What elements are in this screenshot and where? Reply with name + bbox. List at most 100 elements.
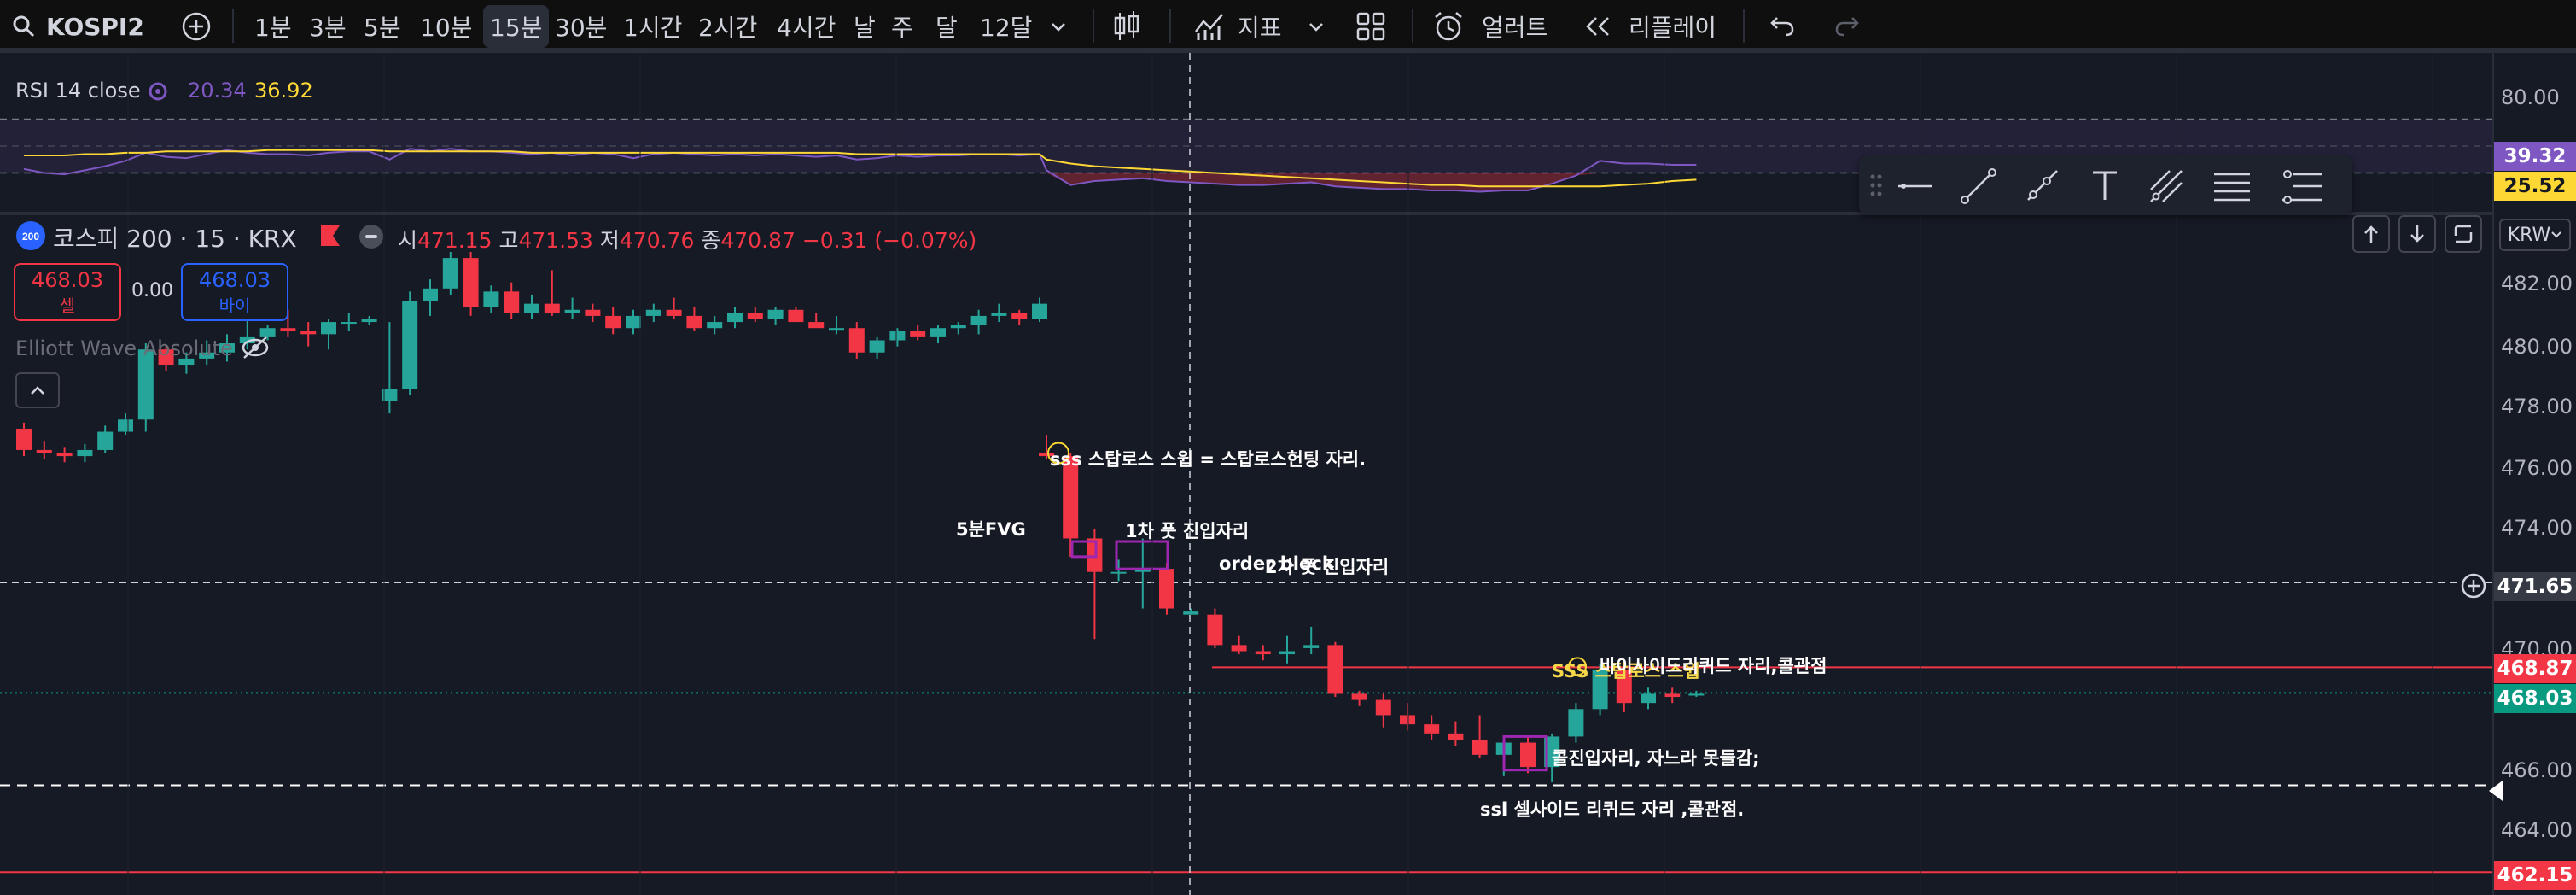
candle-body: [402, 301, 418, 389]
candle-body: [423, 288, 438, 301]
candle-body: [1351, 693, 1367, 700]
eye-off-icon[interactable]: [241, 335, 270, 364]
timeframe-11[interactable]: 달: [935, 14, 958, 42]
candle-body: [158, 349, 174, 366]
indicators-button[interactable]: 지표: [1238, 14, 1282, 42]
close-value: 470.87: [720, 228, 796, 253]
annotation-second-put-entry[interactable]: 2차 풋 진입자리: [1265, 557, 1390, 577]
call-entry-box: [1502, 734, 1548, 772]
chevron-down-icon[interactable]: [1048, 0, 1069, 53]
candle-body: [1207, 614, 1223, 646]
horizontal-line-icon[interactable]: [1897, 169, 1934, 207]
annotation-buyside-liquidity[interactable]: 바이사이드리퀴드 자리,콜관점: [1600, 656, 1827, 676]
timeframe-8[interactable]: 4시간: [777, 14, 836, 42]
collapse-legend-button[interactable]: [15, 372, 60, 408]
rsi-axis-label: 80.00: [2501, 85, 2560, 109]
timeframe-2[interactable]: 5분: [364, 14, 401, 42]
timeframe-6[interactable]: 1시간: [623, 14, 683, 42]
buy-button[interactable]: 468.03 바이: [181, 263, 288, 321]
price-axis-label: 478.00: [2501, 395, 2573, 418]
timeframe-0[interactable]: 1분: [254, 14, 292, 42]
rsi-badge: 39.32: [2494, 142, 2576, 171]
add-symbol-icon[interactable]: [181, 0, 212, 53]
annotation-first-put-entry[interactable]: 1차 풋 진입자리: [1125, 521, 1250, 541]
symbol-logo-icon: 200: [15, 220, 46, 254]
candle-body: [1255, 651, 1271, 655]
timeframe-7[interactable]: 2시간: [698, 14, 758, 42]
indicators-icon[interactable]: [1193, 0, 1226, 53]
bottom-line-price-badge: 462.15: [2494, 861, 2576, 890]
minus-circle-icon[interactable]: [358, 224, 384, 253]
annotation-sellside-liquidity[interactable]: ssl 셀사이드 리퀴드 자리 ,콜관점.: [1480, 799, 1745, 820]
redo-icon[interactable]: [1833, 0, 1861, 53]
layout-grid-icon[interactable]: [1355, 0, 1386, 53]
indicator-name: Elliott Wave Absolute: [15, 336, 233, 360]
scroll-up-button[interactable]: [2352, 215, 2390, 253]
rsi-ma-value: 36.92: [254, 79, 313, 102]
alert-button[interactable]: 얼러트: [1482, 14, 1548, 42]
low-value: 470.76: [619, 228, 695, 253]
candlestick-type-icon[interactable]: [1111, 0, 1142, 53]
settings-icon[interactable]: [145, 79, 171, 108]
pitchfork-icon[interactable]: [2148, 167, 2187, 208]
rsi-line: [23, 148, 1697, 193]
candle-body: [483, 291, 499, 307]
candle-body: [442, 258, 458, 289]
candle-body: [1279, 651, 1295, 655]
fib-extension-icon[interactable]: [2281, 167, 2323, 208]
line-price-badge: 468.87: [2494, 654, 2576, 683]
price-axis-label: 480.00: [2501, 335, 2573, 359]
alarm-clock-icon[interactable]: [1432, 0, 1465, 53]
rsi-ma-badge: 25.52: [2494, 172, 2576, 201]
divider: [1093, 9, 1094, 43]
scroll-down-button[interactable]: [2398, 215, 2436, 253]
candle-body: [259, 328, 276, 337]
price-pane: [0, 251, 2492, 874]
candle-body: [1183, 611, 1199, 615]
sell-price: 468.03: [32, 267, 103, 292]
sell-button[interactable]: 468.03 셀: [14, 263, 121, 321]
annotation-sss-sweep-2[interactable]: SSS 스탑로스 스윕: [1552, 661, 1701, 681]
symbol-search-input[interactable]: KOSPI200: [46, 12, 145, 41]
undo-icon[interactable]: [1769, 0, 1796, 53]
annotation-call-entry[interactable]: 콜진입자리, 자느라 못들감;: [1552, 748, 1760, 769]
timeframe-4[interactable]: 15분: [483, 5, 550, 48]
fib-retracement-icon[interactable]: [2212, 167, 2252, 208]
candle-body: [1448, 733, 1464, 740]
flag-icon[interactable]: [318, 224, 341, 251]
rewind-icon[interactable]: [1582, 0, 1613, 53]
drag-handle-icon[interactable]: [1869, 173, 1883, 202]
symbol-title: 코스피 200 · 15 · KRX: [53, 225, 297, 253]
trend-line-icon[interactable]: [1960, 167, 1997, 208]
annotation-5m-fvg[interactable]: 5분FVG: [956, 519, 1026, 540]
timeframe-10[interactable]: 주: [891, 14, 913, 42]
candle-body: [1472, 739, 1488, 755]
reset-chart-button[interactable]: [2445, 215, 2482, 253]
search-icon[interactable]: [12, 0, 36, 53]
text-tool-icon[interactable]: [2088, 167, 2122, 208]
candle-body: [1641, 693, 1656, 704]
candle-body: [504, 291, 520, 313]
timeframe-1[interactable]: 3분: [309, 14, 347, 42]
sweep-marker: [1568, 657, 1587, 676]
open-label: 시: [398, 228, 418, 253]
annotation-sss-sweep[interactable]: sss 스탑로스 스윕 = 스탑로스헌팅 자리.: [1050, 449, 1367, 470]
divider: [232, 9, 234, 43]
timeframe-9[interactable]: 날: [854, 14, 876, 42]
candle-body: [1039, 453, 1054, 457]
timeframe-5[interactable]: 30분: [555, 14, 608, 42]
candle-body: [1400, 715, 1415, 725]
candle-body: [747, 313, 763, 319]
ray-icon[interactable]: [2023, 167, 2060, 208]
candle-body: [889, 331, 906, 341]
candle-body: [991, 313, 1007, 316]
replay-button[interactable]: 리플레이: [1629, 14, 1717, 42]
chevron-down-icon[interactable]: [1306, 0, 1326, 53]
candle-body: [950, 325, 966, 329]
annotation-order-block[interactable]: order block: [1219, 553, 1334, 574]
timeframe-3[interactable]: 10분: [420, 14, 473, 42]
timeframe-12[interactable]: 12달: [980, 14, 1033, 42]
candle-body: [463, 258, 479, 307]
add-alert-icon[interactable]: [2460, 572, 2487, 603]
currency-selector[interactable]: KRW: [2499, 219, 2571, 251]
